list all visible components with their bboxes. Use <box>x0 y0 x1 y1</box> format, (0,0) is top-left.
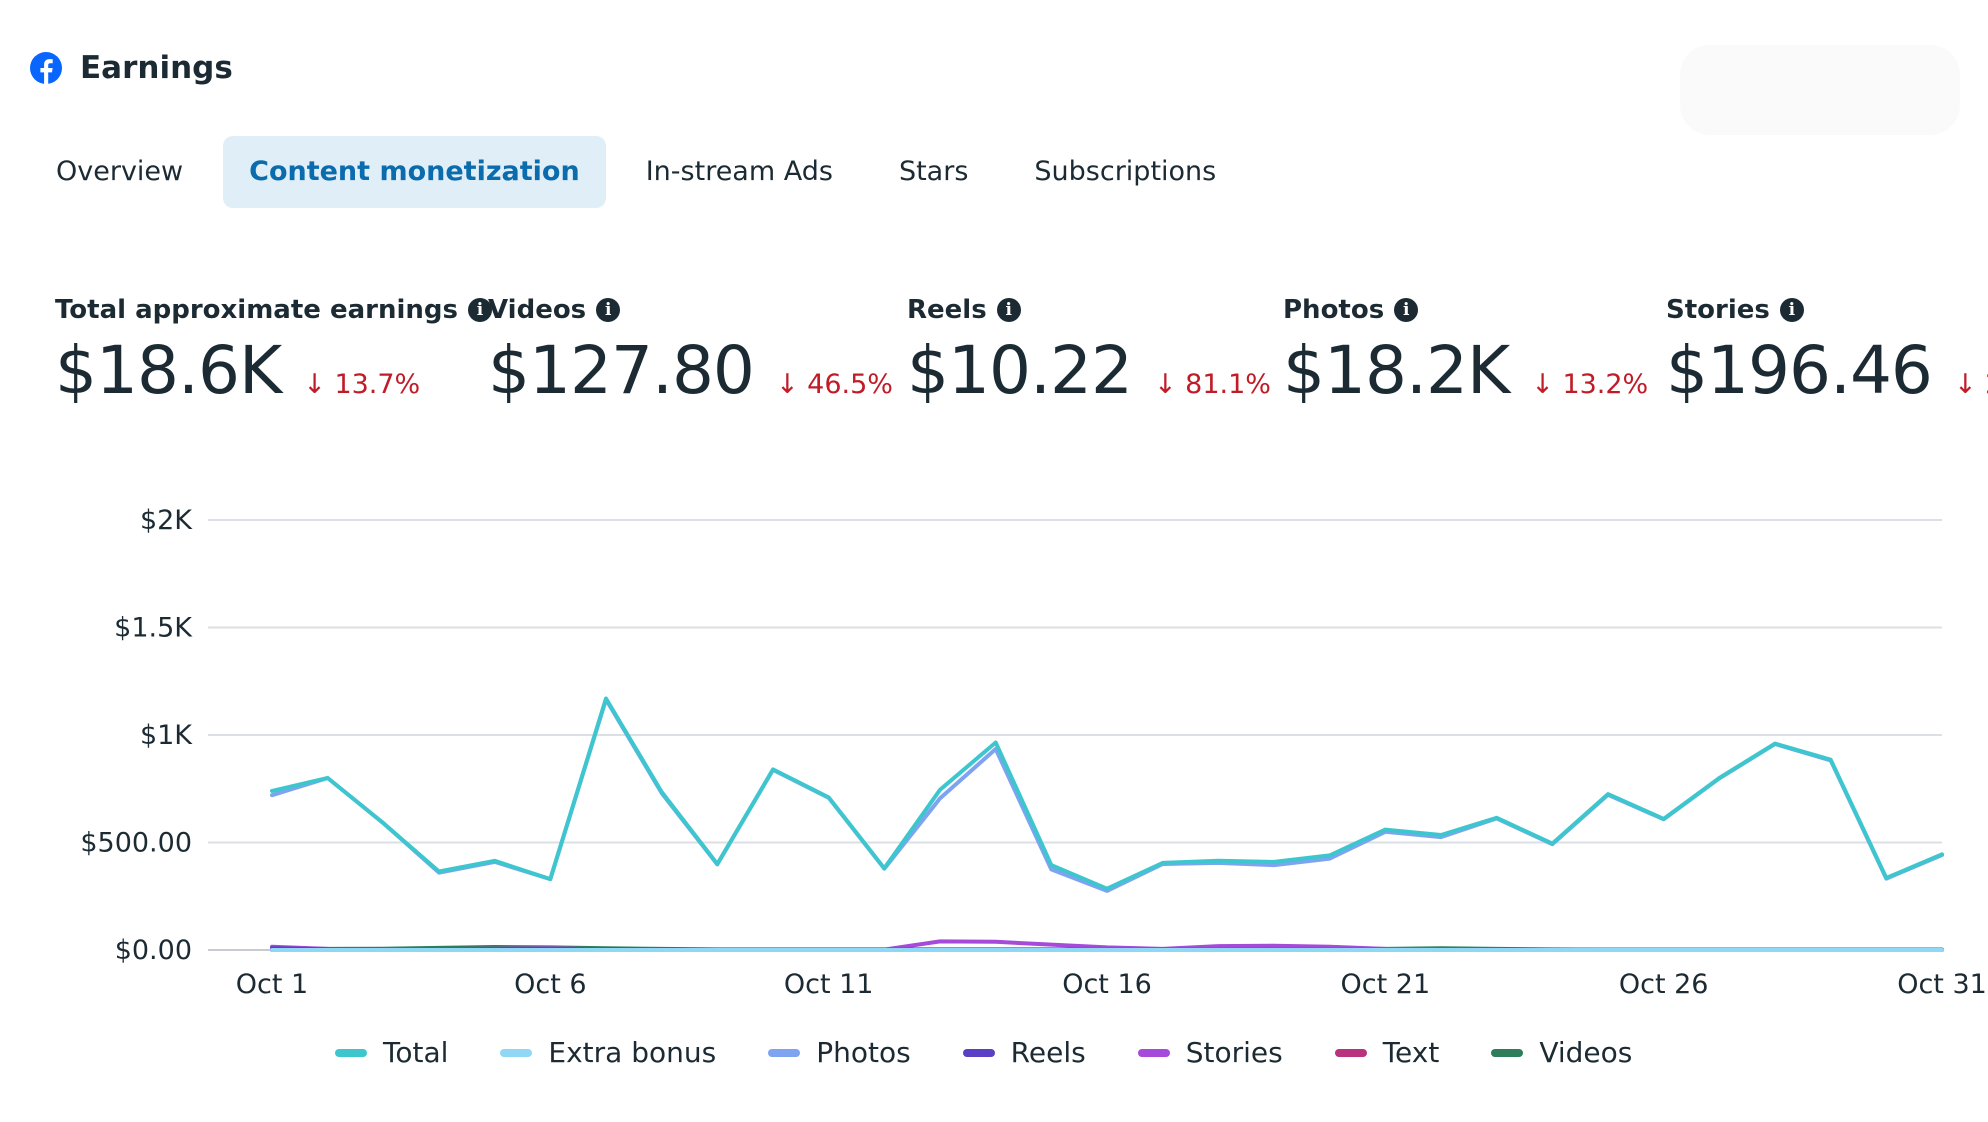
chart-legend: Total Extra bonus Photos Reels Stories Text Vi… <box>335 1036 1684 1069</box>
metric-change: ↓ 81.1% <box>1153 369 1271 400</box>
x-tick-label: Oct 16 <box>1062 969 1152 1000</box>
legend-item-text[interactable]: Text <box>1334 1036 1440 1069</box>
metric-value: $18.6K <box>55 332 282 409</box>
tab-content-monetization[interactable]: Content monetization <box>223 136 606 208</box>
info-icon[interactable]: i <box>1779 298 1804 322</box>
info-icon[interactable]: i <box>996 298 1021 322</box>
metric-label: Total approximate earnings <box>55 295 458 325</box>
info-icon[interactable]: i <box>1394 298 1419 322</box>
y-tick-label: $0.00 <box>115 935 192 966</box>
metric-value: $196.46 <box>1666 332 1933 409</box>
metric-videos: Videos i $127.80 ↓ 46.5% <box>488 292 893 409</box>
metric-label: Videos <box>488 295 587 325</box>
metric-label: Stories <box>1666 295 1770 325</box>
tab-subscriptions[interactable]: Subscriptions <box>1034 156 1217 187</box>
tab-in-stream-ads[interactable]: In-stream Ads <box>645 156 833 187</box>
metric-value: $10.22 <box>907 332 1133 409</box>
metric-reels: Reels i $10.22 ↓ 81.1% <box>907 292 1271 409</box>
series-line-photos <box>270 697 1944 893</box>
metric-label: Photos <box>1283 295 1385 325</box>
facebook-logo-icon <box>30 52 62 84</box>
series-line-total <box>270 696 1944 891</box>
metric-change: ↓ 2 <box>1953 369 1988 400</box>
metric-change: ↓ 13.7% <box>303 369 421 400</box>
info-icon[interactable]: i <box>468 298 492 322</box>
legend-swatch <box>335 1048 367 1057</box>
y-tick-label: $2K <box>140 505 193 536</box>
x-tick-label: Oct 26 <box>1619 969 1709 1000</box>
legend-label: Videos <box>1539 1036 1633 1069</box>
x-tick-label: Oct 6 <box>514 969 586 1000</box>
legend-item-photos[interactable]: Photos <box>768 1036 911 1069</box>
metric-change: ↓ 46.5% <box>775 369 893 400</box>
legend-swatch <box>768 1048 801 1057</box>
legend-item-reels[interactable]: Reels <box>962 1036 1086 1069</box>
tab-bar: Overview Content monetization In-stream … <box>30 136 1256 208</box>
metric-value: $127.80 <box>488 332 755 409</box>
y-tick-label: $1.5K <box>114 613 193 644</box>
legend-label: Text <box>1382 1036 1440 1069</box>
y-tick-label: $500.00 <box>80 828 192 859</box>
legend-item-total[interactable]: Total <box>335 1036 448 1069</box>
legend-item-stories[interactable]: Stories <box>1137 1036 1283 1069</box>
x-tick-label: Oct 21 <box>1341 969 1431 1000</box>
earnings-line-chart: $0.00 $500.00 $1K $1.5K $2K Oct 1 Oct 6 Oct 11 O… <box>80 505 1987 1000</box>
legend-label: Total <box>383 1036 449 1069</box>
legend-item-extra-bonus[interactable]: Extra bonus <box>500 1036 716 1069</box>
legend-label: Photos <box>816 1036 911 1069</box>
legend-label: Reels <box>1010 1036 1086 1069</box>
legend-label: Extra bonus <box>548 1036 717 1069</box>
metric-change: ↓ 13.2% <box>1531 369 1649 400</box>
legend-swatch <box>1137 1048 1170 1057</box>
top-right-button[interactable] <box>1680 45 1960 135</box>
metric-photos: Photos i $18.2K ↓ 13.2% <box>1283 292 1648 409</box>
legend-label: Stories <box>1185 1036 1283 1069</box>
x-tick-label: Oct 1 <box>236 969 308 1000</box>
page-header: Earnings <box>30 50 233 86</box>
y-tick-label: $1K <box>140 720 193 751</box>
page-title: Earnings <box>80 50 233 86</box>
metric-total-earnings: Total approximate earnings i $18.6K ↓ 13.… <box>55 292 492 409</box>
legend-item-videos[interactable]: Videos <box>1491 1036 1632 1069</box>
tab-stars[interactable]: Stars <box>898 156 969 187</box>
metric-stories: Stories i $196.46 ↓ 2 <box>1666 292 1988 409</box>
x-tick-label: Oct 11 <box>784 969 874 1000</box>
info-icon[interactable]: i <box>596 298 621 322</box>
x-tick-label: Oct 31 <box>1897 969 1987 1000</box>
legend-swatch <box>1334 1048 1367 1057</box>
legend-swatch <box>500 1048 533 1057</box>
legend-swatch <box>962 1048 995 1057</box>
tab-overview[interactable]: Overview <box>56 156 184 187</box>
legend-swatch <box>1491 1048 1524 1057</box>
metric-label: Reels <box>907 295 987 325</box>
metric-value: $18.2K <box>1283 332 1510 409</box>
